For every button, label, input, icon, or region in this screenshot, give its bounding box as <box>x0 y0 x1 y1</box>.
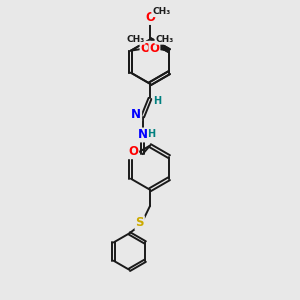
Text: H: H <box>153 96 161 106</box>
Text: O: O <box>145 11 155 24</box>
Text: O: O <box>128 145 138 158</box>
Text: O: O <box>141 42 151 55</box>
Text: H: H <box>147 128 155 139</box>
Text: N: N <box>138 128 148 142</box>
Text: N: N <box>131 108 141 121</box>
Text: O: O <box>149 42 159 55</box>
Text: S: S <box>135 216 144 229</box>
Text: CH₃: CH₃ <box>152 8 170 16</box>
Text: CH₃: CH₃ <box>126 35 145 44</box>
Text: CH₃: CH₃ <box>155 35 174 44</box>
